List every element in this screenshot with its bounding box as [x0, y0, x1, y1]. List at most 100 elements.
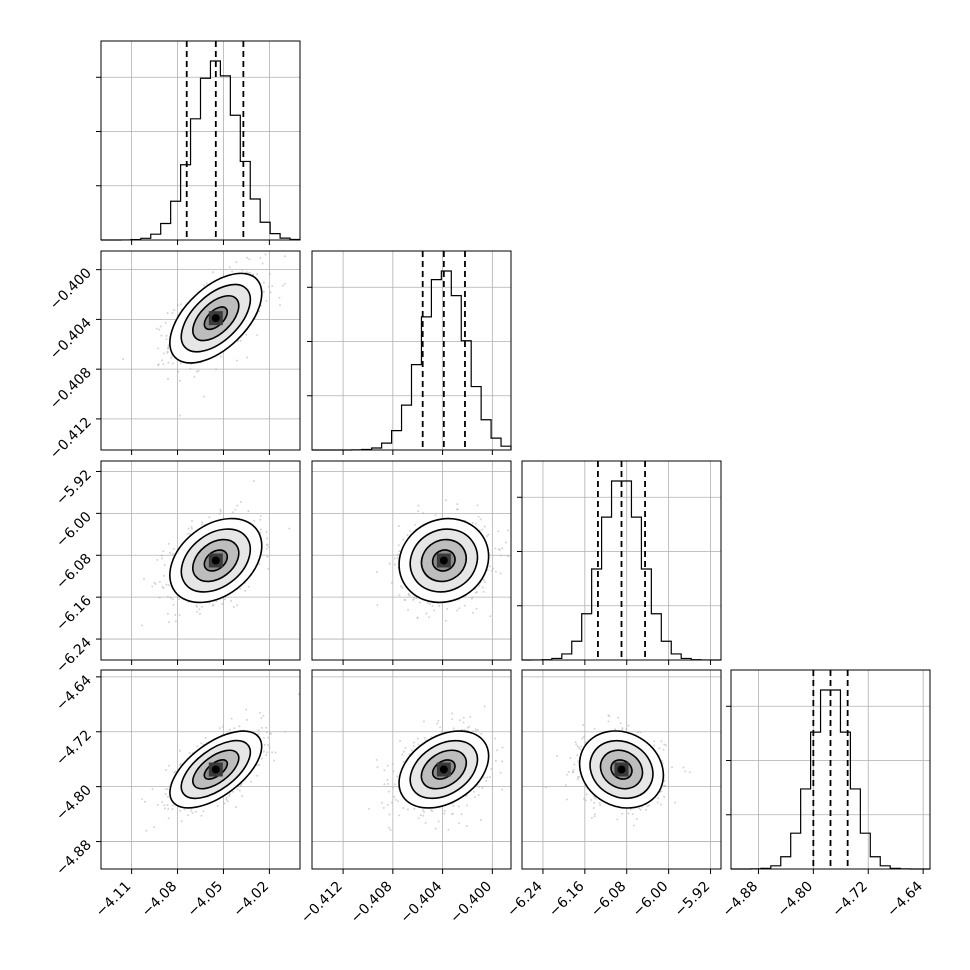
- sample-point: [452, 805, 455, 807]
- sample-point: [162, 574, 165, 577]
- sample-point: [232, 790, 234, 793]
- sample-point: [177, 370, 180, 373]
- sample-point: [482, 579, 485, 581]
- sample-point: [268, 746, 271, 749]
- sample-point: [231, 511, 234, 514]
- sample-point: [245, 708, 248, 711]
- x-tick-label: −4.11: [93, 879, 135, 921]
- sample-point: [487, 533, 490, 536]
- panel-frame: [521, 669, 722, 870]
- sample-point: [248, 258, 251, 261]
- x-tick-label: −4.05: [185, 879, 227, 921]
- sample-point: [196, 605, 199, 608]
- sample-point: [474, 728, 477, 731]
- sample-point: [663, 743, 666, 746]
- sample-point: [399, 740, 402, 742]
- panel-0-0: [96, 40, 301, 245]
- sample-point: [157, 347, 159, 350]
- sample-point: [486, 776, 489, 779]
- sample-point: [477, 515, 480, 518]
- sample-point: [179, 809, 182, 812]
- sample-point: [417, 743, 420, 746]
- sample-point: [394, 783, 396, 786]
- sample-point: [417, 510, 420, 513]
- sample-point: [428, 616, 431, 619]
- sample-point: [200, 605, 203, 608]
- sample-point: [238, 789, 241, 792]
- sample-point: [439, 726, 442, 729]
- panel-3-3: [726, 669, 931, 874]
- y-tick-label: −0.400: [47, 265, 95, 313]
- sample-point: [179, 414, 182, 417]
- sample-point: [160, 334, 163, 337]
- sample-point: [394, 563, 397, 566]
- sample-point: [247, 510, 250, 513]
- sample-point: [593, 727, 596, 730]
- sample-point: [593, 801, 595, 804]
- sample-point: [580, 745, 583, 748]
- sample-point: [259, 518, 262, 521]
- sample-point: [171, 312, 174, 315]
- sample-point: [565, 798, 568, 801]
- sample-point: [485, 779, 488, 782]
- sample-point: [159, 325, 162, 328]
- sample-point: [479, 818, 482, 821]
- panel-frame: [100, 250, 301, 451]
- sample-point: [205, 282, 208, 285]
- sample-point: [572, 770, 575, 773]
- sample-point: [468, 725, 471, 728]
- sample-point: [284, 730, 287, 733]
- sample-point: [387, 826, 390, 829]
- sample-point: [431, 605, 434, 607]
- sample-point: [171, 362, 174, 365]
- sample-point: [216, 805, 219, 807]
- sample-point: [398, 814, 401, 817]
- sample-point: [233, 727, 236, 730]
- sample-point: [646, 805, 649, 808]
- sample-point: [155, 327, 158, 330]
- sample-point: [582, 724, 585, 726]
- sample-point: [236, 604, 239, 607]
- sample-point: [396, 775, 399, 778]
- histogram-0: [100, 60, 301, 241]
- sample-point: [398, 550, 401, 553]
- sample-point: [507, 555, 510, 558]
- sample-point: [404, 599, 407, 601]
- panel-frame: [730, 669, 931, 870]
- sample-point: [501, 547, 504, 550]
- sample-point: [245, 333, 248, 336]
- sample-point: [446, 608, 449, 610]
- sample-point: [208, 516, 211, 519]
- density-center: [211, 556, 220, 565]
- sample-point: [583, 735, 585, 738]
- sample-point: [583, 797, 586, 800]
- sample-point: [625, 728, 628, 731]
- panel-3-2: [521, 669, 722, 874]
- sample-point: [278, 296, 281, 299]
- sample-point: [413, 807, 416, 810]
- sample-point: [235, 261, 238, 263]
- sample-point: [158, 596, 161, 599]
- sample-point: [632, 824, 635, 827]
- sample-point: [262, 736, 265, 739]
- sample-point: [281, 284, 284, 287]
- sample-point: [239, 500, 242, 503]
- sample-point: [262, 281, 265, 284]
- sample-point: [499, 572, 502, 575]
- sample-point: [656, 801, 659, 804]
- sample-point: [265, 726, 268, 729]
- sample-point: [496, 749, 498, 752]
- sample-point: [481, 787, 484, 790]
- sample-point: [234, 508, 237, 511]
- sample-point: [144, 800, 146, 803]
- sample-point: [576, 778, 579, 781]
- sample-point: [166, 312, 169, 315]
- sample-point: [617, 716, 620, 719]
- sample-point: [274, 751, 277, 754]
- sample-point: [648, 804, 651, 807]
- sample-point: [256, 763, 259, 766]
- x-tick-label: −4.08: [139, 879, 181, 921]
- sample-point: [163, 804, 166, 807]
- sample-point: [474, 522, 477, 525]
- sample-point: [451, 712, 454, 715]
